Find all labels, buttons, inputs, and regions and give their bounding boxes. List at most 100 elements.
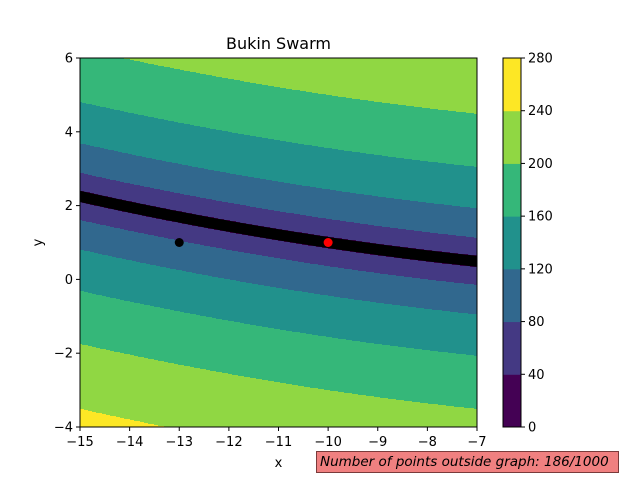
contour-band-cell xyxy=(210,276,213,318)
contour-band-cell xyxy=(184,124,187,166)
x-tick-label: −9 xyxy=(368,435,387,450)
contour-band-cell xyxy=(148,264,151,306)
contour-band-cell xyxy=(438,352,441,406)
contour-band-cell xyxy=(442,58,445,111)
contour-band-cell xyxy=(394,305,397,347)
contour-band-cell xyxy=(148,58,151,65)
contour-band-cell xyxy=(216,58,219,78)
contour-band-cell xyxy=(410,230,413,249)
contour-band-cell xyxy=(122,212,125,230)
contour-band-cell xyxy=(198,197,201,216)
contour-band-cell xyxy=(474,58,477,115)
contour-band-cell xyxy=(326,248,329,267)
contour-band-cell xyxy=(104,255,107,297)
contour-band-cell xyxy=(218,372,221,427)
contour-band-cell xyxy=(244,176,247,206)
contour-band-cell xyxy=(186,195,189,214)
contour-band-cell xyxy=(248,206,251,225)
contour-band-cell xyxy=(182,194,185,213)
contour-band-cell xyxy=(328,337,331,391)
contour-band-cell xyxy=(372,154,375,197)
contour-band-cell xyxy=(462,165,465,208)
contour-band-cell xyxy=(392,58,395,105)
contour-band-cell xyxy=(130,260,133,303)
contour-band-cell xyxy=(196,167,199,198)
contour-band-cell xyxy=(200,245,203,275)
contour-band-cell xyxy=(468,113,471,167)
contour-band-cell xyxy=(464,284,467,314)
contour-band-cell xyxy=(128,354,131,420)
contour-band-cell xyxy=(274,329,277,383)
contour-band-cell xyxy=(244,82,247,136)
contour-band-cell xyxy=(392,257,395,276)
contour-band-cell xyxy=(172,163,175,193)
contour-band-cell xyxy=(154,118,157,160)
contour-band-cell xyxy=(390,104,393,158)
contour-band-cell xyxy=(256,58,259,85)
contour-band-cell xyxy=(92,347,95,413)
contour-band-cell xyxy=(82,221,85,251)
contour-band-cell xyxy=(326,266,329,296)
contour-band-cell xyxy=(84,221,87,252)
contour-band-cell xyxy=(204,74,207,128)
contour-band-cell xyxy=(318,58,321,95)
contour-band-cell xyxy=(248,135,251,178)
contour-band-cell xyxy=(92,205,95,224)
contour-band-cell xyxy=(284,183,287,213)
contour-band-cell xyxy=(452,312,455,354)
contour-band-cell xyxy=(470,208,473,238)
contour-band-cell xyxy=(134,261,137,304)
contour-band-cell xyxy=(216,201,219,219)
contour-band-cell xyxy=(420,58,423,108)
contour-band-cell xyxy=(176,58,179,70)
contour-band-cell xyxy=(188,225,191,244)
contour-band-cell xyxy=(206,317,209,371)
contour-band-cell xyxy=(238,58,241,81)
contour-band-cell xyxy=(334,220,337,239)
contour-band-cell xyxy=(288,290,291,332)
contour-band-cell xyxy=(324,148,327,190)
contour-band-cell xyxy=(108,179,111,198)
contour-band-cell xyxy=(228,132,231,174)
contour-band-cell xyxy=(370,343,373,397)
contour-band-cell xyxy=(436,281,439,311)
contour-band-cell xyxy=(378,155,381,198)
contour-band-cell xyxy=(200,127,203,169)
contour-band-cell xyxy=(262,285,265,328)
contour-band-cell xyxy=(430,162,433,204)
contour-band-cell xyxy=(318,336,321,390)
contour-band-cell xyxy=(350,340,353,394)
contour-band-cell xyxy=(240,134,243,176)
contour-band-cell xyxy=(184,71,187,125)
contour-band-cell xyxy=(290,384,293,427)
contour-band-cell xyxy=(382,345,385,399)
contour-band-cell xyxy=(222,231,225,250)
contour-band-cell xyxy=(448,111,451,165)
contour-band-cell xyxy=(356,341,359,395)
contour-band-cell xyxy=(140,58,143,63)
contour-band-cell xyxy=(100,58,103,108)
contour-band-cell xyxy=(434,280,437,311)
contour-band-cell xyxy=(148,117,151,159)
contour-band-cell xyxy=(256,379,259,427)
contour-band-cell xyxy=(138,303,141,358)
contour-band-cell xyxy=(436,109,439,163)
contour-band-cell xyxy=(148,217,151,236)
contour-band-cell xyxy=(292,332,295,386)
contour-band-cell xyxy=(346,340,349,394)
contour-band-cell xyxy=(146,217,149,235)
contour-band-cell xyxy=(364,100,367,154)
contour-band-cell xyxy=(348,269,351,300)
contour-band-cell xyxy=(294,243,297,262)
contour-band-cell xyxy=(458,206,461,237)
contour-band-cell xyxy=(132,214,135,232)
contour-band-cell xyxy=(444,205,447,235)
contour-band-cell xyxy=(366,58,369,101)
contour-band-cell xyxy=(134,421,137,427)
contour-band-cell xyxy=(436,404,439,427)
contour-band-cell xyxy=(410,201,413,231)
contour-band-cell xyxy=(156,425,159,427)
contour-band-cell xyxy=(456,265,459,284)
contour-band-cell xyxy=(334,96,337,150)
contour-band-cell xyxy=(254,207,257,226)
